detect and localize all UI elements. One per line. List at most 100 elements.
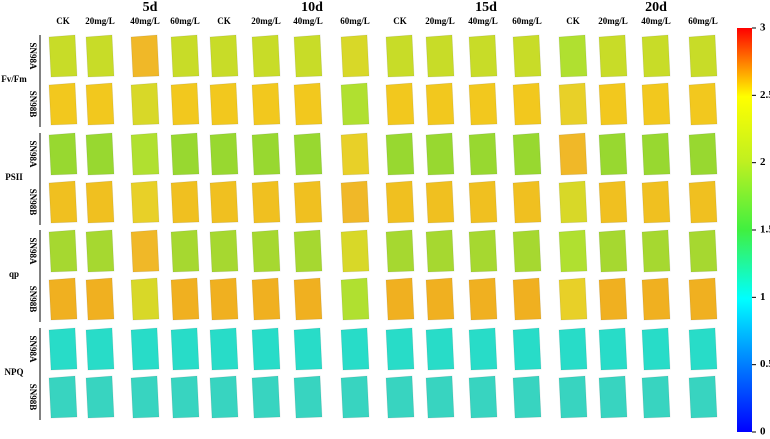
leaf-image <box>209 229 239 273</box>
leaf-image <box>170 82 200 126</box>
leaf-image <box>251 229 281 273</box>
leaf-image <box>293 277 323 321</box>
leaf-image <box>170 34 200 78</box>
leaf-image <box>130 229 160 273</box>
leaf-image <box>558 82 588 126</box>
leaf-image <box>598 327 628 371</box>
leaf-image <box>425 82 455 126</box>
leaf-image <box>48 375 78 419</box>
leaf-image <box>170 375 200 419</box>
cultivar-label: SN98A <box>28 335 38 363</box>
column-label: 60mg/L <box>512 16 542 26</box>
leaf-image <box>130 82 160 126</box>
leaf-image <box>293 132 323 176</box>
leaf-image <box>641 375 671 419</box>
colorbar-tick-label: 0 <box>760 426 766 438</box>
leaf-image <box>425 132 455 176</box>
leaf-image <box>688 34 718 78</box>
leaf-image <box>558 34 588 78</box>
leaf-image <box>209 82 239 126</box>
leaf-image <box>170 277 200 321</box>
day-label: 20d <box>645 0 667 15</box>
leaf-image <box>641 34 671 78</box>
cultivar-label: SN98B <box>28 286 38 313</box>
leaf-image <box>170 229 200 273</box>
leaf-image <box>209 327 239 371</box>
column-label: 60mg/L <box>688 16 718 26</box>
leaf-image <box>385 277 415 321</box>
leaf-image <box>85 132 115 176</box>
leaf-image <box>425 34 455 78</box>
leaf-image <box>251 82 281 126</box>
leaf-image <box>385 180 415 224</box>
leaf-image <box>251 375 281 419</box>
leaf-image <box>558 132 588 176</box>
leaf-image <box>340 327 370 371</box>
colorbar <box>737 28 752 432</box>
leaf-image <box>209 375 239 419</box>
leaf-image <box>48 277 78 321</box>
cultivar-label: SN98B <box>28 91 38 118</box>
leaf-image <box>130 132 160 176</box>
leaf-image <box>598 375 628 419</box>
group-label: NPQ <box>5 367 24 377</box>
leaf-image <box>251 277 281 321</box>
leaf-image <box>85 375 115 419</box>
leaf-image <box>558 327 588 371</box>
leaf-image <box>130 375 160 419</box>
column-label: CK <box>56 16 70 26</box>
leaf-image <box>641 132 671 176</box>
leaf-image <box>293 180 323 224</box>
leaf-image <box>130 277 160 321</box>
column-label: 40mg/L <box>468 16 498 26</box>
leaf-image <box>209 277 239 321</box>
leaf-image <box>641 82 671 126</box>
leaf-image <box>558 180 588 224</box>
cultivar-label: SN98A <box>28 140 38 168</box>
group-label: qp <box>9 269 19 279</box>
leaf-image <box>85 34 115 78</box>
leaf-image <box>512 34 542 78</box>
leaf-image <box>209 180 239 224</box>
leaf-image <box>512 327 542 371</box>
colorbar-tick-label: 0.5 <box>760 358 770 370</box>
colorbar-tick-label: 1 <box>760 291 766 303</box>
leaf-image <box>641 180 671 224</box>
day-label: 10d <box>301 0 323 15</box>
leaf-image <box>468 132 498 176</box>
leaf-image <box>598 180 628 224</box>
leaf-image <box>251 327 281 371</box>
leaf-image <box>641 277 671 321</box>
leaf-image <box>251 132 281 176</box>
leaf-image <box>558 229 588 273</box>
leaf-image <box>425 277 455 321</box>
leaf-image <box>170 327 200 371</box>
leaf-image <box>512 229 542 273</box>
leaf-image <box>293 375 323 419</box>
leaf-image <box>293 229 323 273</box>
cultivar-label: SN98A <box>28 42 38 70</box>
leaf-image <box>598 82 628 126</box>
cultivar-label: SN98B <box>28 189 38 216</box>
leaf-image <box>85 327 115 371</box>
leaf-image <box>425 180 455 224</box>
leaf-image <box>468 229 498 273</box>
leaf-image <box>48 327 78 371</box>
leaf-image <box>468 327 498 371</box>
column-label: CK <box>393 16 407 26</box>
column-label: 20mg/L <box>598 16 628 26</box>
leaf-image <box>598 132 628 176</box>
leaf-image <box>85 82 115 126</box>
leaf-image <box>85 277 115 321</box>
leaf-image <box>512 82 542 126</box>
leaf-image <box>48 180 78 224</box>
leaf-image <box>468 277 498 321</box>
leaf-image <box>209 34 239 78</box>
cultivar-label: SN98B <box>28 384 38 411</box>
leaf-image <box>688 132 718 176</box>
colorbar-tick-label: 3 <box>760 22 766 34</box>
leaf-image <box>385 132 415 176</box>
leaf-image <box>251 34 281 78</box>
leaf-image <box>48 34 78 78</box>
